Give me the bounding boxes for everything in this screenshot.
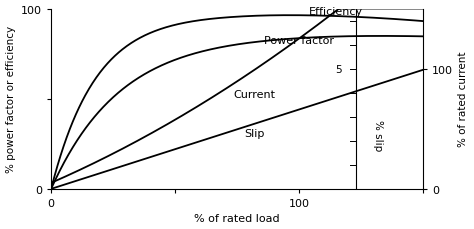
Text: Efficiency: Efficiency: [309, 7, 363, 17]
Text: Slip: Slip: [244, 129, 264, 139]
Text: % slip: % slip: [373, 120, 383, 151]
X-axis label: % of rated load: % of rated load: [194, 213, 280, 224]
Y-axis label: % of rated current: % of rated current: [458, 52, 468, 147]
Text: Power factor: Power factor: [264, 35, 334, 45]
Text: Current: Current: [233, 89, 275, 99]
Text: 5: 5: [336, 64, 342, 74]
Y-axis label: % power factor or efficiency: % power factor or efficiency: [6, 26, 16, 172]
